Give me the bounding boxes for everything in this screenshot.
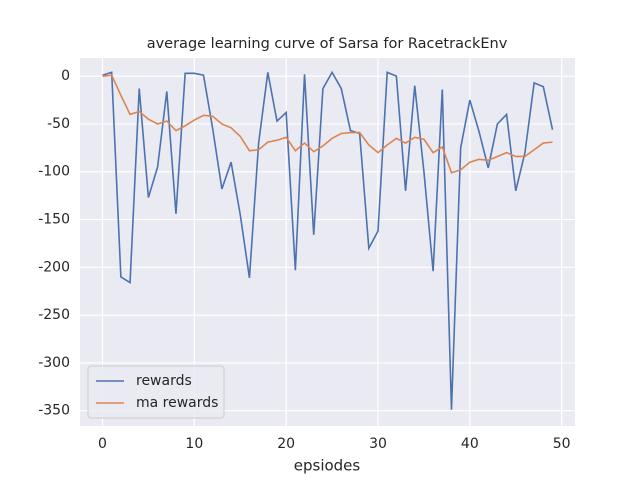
x-tick-label: 40 xyxy=(461,436,479,452)
y-tick-label: -300 xyxy=(38,355,70,371)
x-tick-label: 50 xyxy=(553,436,571,452)
y-tick-label: -250 xyxy=(38,307,70,323)
chart-title: average learning curve of Sarsa for Race… xyxy=(147,36,508,52)
plot-area xyxy=(80,58,575,426)
x-tick-label: 0 xyxy=(98,436,107,452)
legend-label: ma rewards xyxy=(136,395,218,411)
y-tick-label: -50 xyxy=(47,116,70,132)
y-tick-label: -350 xyxy=(38,403,70,419)
x-tick-label: 30 xyxy=(369,436,387,452)
line-series xyxy=(102,74,553,174)
legend-label: rewards xyxy=(136,373,192,389)
y-tick-label: 0 xyxy=(61,68,70,84)
legend-box xyxy=(87,365,225,419)
x-tick-label: 10 xyxy=(185,436,203,452)
y-tick-label: -150 xyxy=(38,212,70,228)
line-series xyxy=(102,70,554,410)
legend: rewards ma rewards xyxy=(87,365,225,419)
y-tick-label: -200 xyxy=(38,259,70,275)
x-axis-label: epsiodes xyxy=(294,457,361,475)
x-tick-label: 20 xyxy=(277,436,295,452)
y-tick-label: -100 xyxy=(38,164,70,180)
